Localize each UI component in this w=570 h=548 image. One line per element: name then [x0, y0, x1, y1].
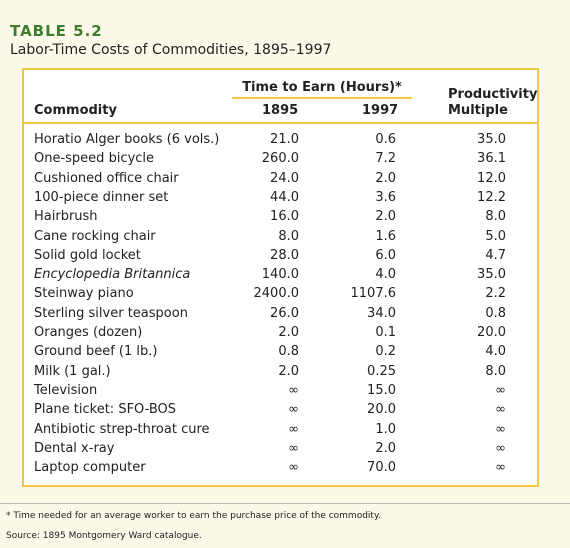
commodity-cell: Television — [34, 382, 98, 398]
value-cell: 2400.0 — [253, 286, 300, 302]
value-cell: 70.0 — [367, 460, 396, 476]
value-cell: 8.0 — [485, 209, 506, 225]
commodity-cell: Milk (1 gal.) — [34, 363, 111, 379]
column-header: 1895 — [262, 103, 299, 118]
value-cell: 260.0 — [261, 151, 299, 167]
value-cell: 3.6 — [375, 189, 396, 205]
value-cell: ∞ — [288, 421, 299, 437]
commodity-cell: Encyclopedia Britannica — [34, 267, 191, 283]
value-cell: 8.0 — [278, 228, 299, 244]
value-cell: 2.0 — [278, 363, 299, 379]
commodity-cell: Antibiotic strep-throat cure — [34, 421, 210, 437]
value-cell: 20.0 — [367, 402, 396, 418]
value-cell: 36.1 — [477, 151, 506, 167]
value-cell: 0.8 — [485, 305, 506, 321]
value-cell: 2.0 — [278, 325, 299, 340]
value-cell: 5.0 — [485, 228, 506, 244]
commodity-cell: Steinway piano — [34, 286, 134, 302]
column-header: Productivity Multiple — [448, 87, 538, 118]
value-cell: 21.0 — [270, 132, 299, 147]
value-cell: 4.0 — [375, 267, 396, 283]
commodity-cell: Solid gold locket — [34, 247, 141, 263]
table-label: TABLE 5.2 — [10, 22, 103, 40]
value-cell: 7.2 — [375, 151, 396, 167]
value-cell: ∞ — [288, 440, 299, 456]
commodity-cell: Cane rocking chair — [34, 228, 156, 244]
commodity-cell: Horatio Alger books (6 vols.) — [34, 132, 220, 147]
commodity-cell: Sterling silver teaspoon — [34, 305, 188, 321]
column-header: Commodity — [34, 103, 117, 118]
value-cell: 15.0 — [367, 382, 396, 398]
value-cell: 6.0 — [375, 247, 396, 263]
value-cell: 1.6 — [375, 228, 396, 244]
commodity-cell: Oranges (dozen) — [34, 325, 143, 340]
value-cell: 35.0 — [477, 267, 506, 283]
value-cell: 0.1 — [375, 325, 396, 340]
value-cell: 2.0 — [375, 209, 396, 225]
value-cell: 2.2 — [485, 286, 506, 302]
commodity-cell: Hairbrush — [34, 209, 98, 225]
value-cell: 1107.6 — [350, 286, 397, 302]
value-cell: 2.0 — [375, 440, 396, 456]
table-title: Labor-Time Costs of Commodities, 1895–19… — [10, 42, 332, 58]
value-cell: 16.0 — [270, 209, 299, 225]
value-cell: 140.0 — [261, 267, 299, 283]
value-cell: ∞ — [495, 460, 506, 476]
value-cell: 26.0 — [270, 305, 299, 321]
footer-rule — [0, 503, 570, 504]
value-cell: 0.8 — [278, 344, 299, 360]
value-cell: 1.0 — [375, 421, 396, 437]
value-cell: 20.0 — [477, 325, 506, 340]
value-cell: ∞ — [288, 460, 299, 476]
value-cell: 4.0 — [485, 344, 506, 360]
value-cell: 8.0 — [485, 363, 506, 379]
value-cell: ∞ — [288, 402, 299, 418]
commodity-cell: One-speed bicycle — [34, 151, 155, 167]
value-cell: 0.25 — [367, 363, 396, 379]
value-cell: 24.0 — [270, 170, 299, 186]
value-cell: 12.2 — [477, 189, 506, 205]
value-cell: 12.0 — [477, 170, 506, 186]
group-header: Time to Earn (Hours)* — [232, 80, 412, 99]
value-cell: 0.2 — [375, 344, 396, 360]
column-header: 1997 — [362, 103, 399, 118]
table-box — [22, 68, 539, 487]
commodity-cell: Plane ticket: SFO-BOS — [34, 402, 177, 418]
value-cell: ∞ — [495, 382, 506, 398]
header-rule — [24, 122, 537, 124]
value-cell: ∞ — [495, 402, 506, 418]
value-cell: 2.0 — [375, 170, 396, 186]
commodity-cell: Ground beef (1 lb.) — [34, 344, 158, 360]
commodity-cell: 100-piece dinner set — [34, 189, 169, 205]
source: Source: 1895 Montgomery Ward catalogue. — [6, 531, 202, 541]
value-cell: 35.0 — [477, 132, 506, 147]
footnote: * Time needed for an average worker to e… — [6, 511, 381, 521]
value-cell: ∞ — [288, 382, 299, 398]
value-cell: 4.7 — [485, 247, 506, 263]
value-cell: ∞ — [495, 440, 506, 456]
value-cell: 0.6 — [375, 132, 396, 147]
commodity-cell: Dental x-ray — [34, 440, 115, 456]
value-cell: 28.0 — [270, 247, 299, 263]
value-cell: 34.0 — [367, 305, 396, 321]
value-cell: ∞ — [495, 421, 506, 437]
commodity-cell: Laptop computer — [34, 460, 146, 476]
value-cell: 44.0 — [270, 189, 299, 205]
commodity-cell: Cushioned office chair — [34, 170, 179, 186]
